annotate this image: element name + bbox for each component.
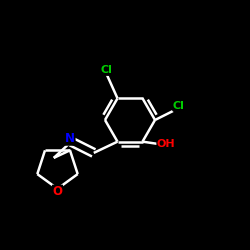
- Text: OH: OH: [157, 139, 176, 149]
- Text: O: O: [52, 185, 62, 198]
- Text: N: N: [65, 132, 75, 145]
- Text: Cl: Cl: [100, 65, 112, 75]
- Text: Cl: Cl: [173, 101, 185, 111]
